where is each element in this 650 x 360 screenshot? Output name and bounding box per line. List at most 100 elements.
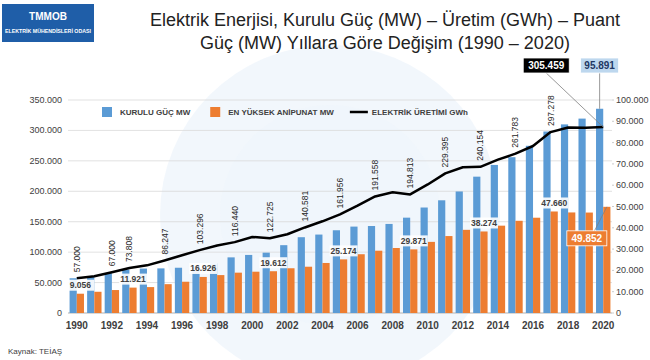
title-line: Elektrik Enerjisi, Kurulu Güç (MW) – Üre… [150, 10, 620, 30]
bar [322, 263, 329, 313]
data-label: 240.154 [475, 130, 485, 161]
bar [596, 109, 603, 313]
x-tick-label: 2002 [276, 320, 299, 331]
grid-line [68, 100, 612, 101]
data-label: 140.581 [300, 190, 310, 221]
bar [403, 218, 410, 313]
bar [245, 255, 252, 313]
y2-tick [612, 313, 614, 314]
label-connector [599, 73, 600, 109]
y2-tick-label: 70.000 [616, 159, 644, 169]
y-tick-label: 100.000 [29, 247, 62, 257]
bar [375, 251, 382, 313]
bar [578, 119, 585, 313]
bar [350, 227, 357, 313]
y2-tick-label: 60.000 [616, 180, 644, 190]
bar [385, 224, 392, 313]
data-label: 29.871 [401, 236, 427, 246]
data-label: 161.956 [335, 177, 345, 208]
bar [182, 282, 189, 313]
data-label: 16.926 [190, 263, 216, 273]
label-box [540, 197, 568, 208]
bar [270, 271, 277, 313]
bar [491, 165, 498, 313]
logo-box [2, 4, 94, 42]
y2-tick [612, 163, 614, 164]
bar [358, 254, 365, 313]
y-tick-label: 350.000 [29, 95, 62, 105]
bar [480, 231, 487, 313]
label-box [330, 245, 358, 256]
bar [105, 273, 112, 313]
bar [561, 124, 568, 313]
bar [393, 248, 400, 313]
data-label: 194.813 [405, 157, 415, 188]
bar [94, 292, 101, 313]
title-line: Güç (MW) Yıllara Göre Değişim (1990 – 20… [200, 33, 570, 53]
label-box [470, 217, 498, 228]
title: Elektrik Enerjisi, Kurulu Güç (MW) – Üre… [150, 10, 620, 53]
data-label: 38.274 [471, 218, 497, 228]
legend-label: EN YÜKSEK ANİPUNAT MW [228, 108, 334, 117]
bar [217, 275, 224, 313]
bar [438, 200, 445, 313]
bar [428, 242, 435, 313]
y2-tick-label: 0 [616, 308, 621, 318]
line [77, 127, 603, 278]
bar [129, 288, 136, 313]
y2-tick [612, 100, 614, 101]
x-tick-label: 2018 [557, 320, 580, 331]
bar [568, 212, 575, 313]
data-label: 86.247 [160, 228, 170, 254]
bar [147, 287, 154, 313]
bar [445, 236, 452, 313]
source: Kaynak: TEİAŞ [8, 347, 62, 356]
y2-tick-label: 20.000 [616, 265, 644, 275]
y2-tick [612, 206, 614, 207]
x-tick-label: 1996 [171, 320, 194, 331]
label-box [400, 235, 428, 246]
y-tick-label: 250.000 [29, 156, 62, 166]
y2-tick-label: 80.000 [616, 138, 644, 148]
bar [298, 237, 305, 313]
bar [333, 230, 340, 313]
legend-label: ELEKTRİK ÜRETİMİ GWh [372, 108, 468, 117]
x-tick-label: 2000 [241, 320, 264, 331]
data-label: 261.783 [510, 117, 520, 148]
y-tick-label: 200.000 [29, 186, 62, 196]
data-label: 57.000 [72, 246, 82, 272]
bar [421, 208, 428, 313]
bar [280, 245, 287, 313]
labels: 95.8919.05611.92116.92619.61225.17429.87… [66, 58, 618, 291]
y2-tick [612, 249, 614, 250]
bar [526, 146, 533, 313]
y-tick-label: 0 [57, 308, 62, 318]
data-label: 11.921 [120, 274, 146, 284]
bar [305, 267, 312, 313]
x-tick-label: 1992 [101, 320, 124, 331]
y2-tick-label: 50.000 [616, 202, 644, 212]
label-box [66, 280, 94, 291]
y2-tick [612, 227, 614, 228]
bar [543, 132, 550, 313]
label-box [189, 263, 217, 274]
y2-tick-label: 10.000 [616, 287, 644, 297]
bar [165, 284, 172, 313]
data-label: 25.174 [331, 246, 357, 256]
bar [287, 268, 294, 313]
bar [515, 221, 522, 313]
bar [228, 257, 235, 313]
data-label: 305.459 [528, 60, 565, 71]
bar [456, 191, 463, 313]
bar [551, 211, 558, 313]
y2-tick [612, 270, 614, 271]
bar [175, 268, 182, 313]
x-tick-label: 2012 [452, 320, 475, 331]
y2-tick [612, 291, 614, 292]
label-box [567, 231, 607, 246]
label-box [119, 274, 147, 285]
marks [70, 109, 611, 313]
label-box [259, 257, 287, 268]
bar [157, 268, 164, 313]
bar [315, 235, 322, 313]
